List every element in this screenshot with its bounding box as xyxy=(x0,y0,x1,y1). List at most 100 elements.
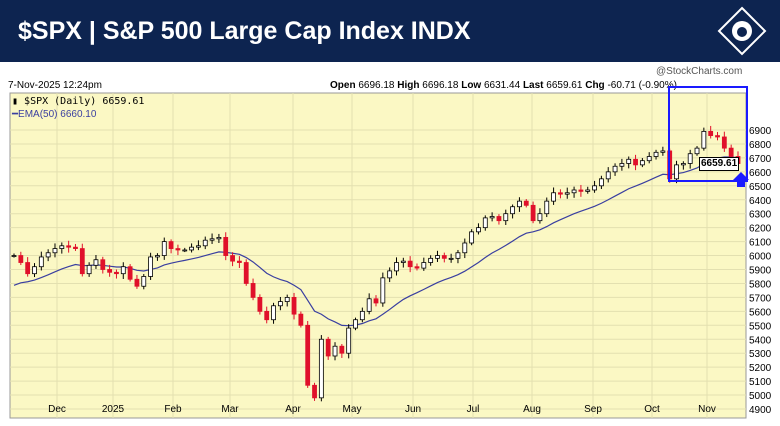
candle xyxy=(503,213,509,222)
candle xyxy=(353,319,358,329)
candle xyxy=(107,269,113,273)
candle xyxy=(394,262,399,272)
ohlc-readout: Open 6696.18 High 6696.18 Low 6631.44 La… xyxy=(330,80,677,92)
candle xyxy=(257,296,263,312)
candle xyxy=(598,178,604,187)
last-price-label: 6659.61 xyxy=(699,157,740,171)
x-tick-label: Sep xyxy=(584,404,602,415)
chg-label: Chg xyxy=(585,80,605,91)
candle xyxy=(605,171,611,180)
y-tick-label: 6400 xyxy=(749,196,772,207)
candle xyxy=(721,136,727,149)
y-tick-label: 5600 xyxy=(749,307,772,318)
candle xyxy=(366,298,372,312)
candle xyxy=(428,257,434,263)
candle xyxy=(18,255,24,263)
candle xyxy=(558,192,563,195)
highlight-box xyxy=(668,86,748,182)
candle xyxy=(585,189,591,192)
candle xyxy=(421,262,427,269)
legend-series: ▮ $SPX (Daily) 6659.61 xyxy=(12,96,145,107)
candle xyxy=(359,310,365,321)
candle xyxy=(517,200,522,208)
high-value: 6696.18 xyxy=(422,80,459,91)
candle xyxy=(32,266,37,275)
candle xyxy=(387,270,393,279)
candle xyxy=(544,200,550,215)
candle xyxy=(639,160,645,166)
ema-line xyxy=(13,156,739,327)
x-tick-label: Apr xyxy=(285,404,301,415)
chg-value: -60.71 (-0.90%) xyxy=(607,80,677,91)
candle xyxy=(216,237,222,240)
candle xyxy=(476,227,481,233)
candle xyxy=(134,278,140,287)
x-tick-label: Aug xyxy=(523,404,541,415)
candle xyxy=(564,192,570,195)
y-tick-label: 5100 xyxy=(749,377,772,388)
candle xyxy=(230,255,235,262)
candle xyxy=(482,217,488,229)
candle xyxy=(11,255,17,257)
candle xyxy=(687,153,693,164)
candle xyxy=(455,252,461,259)
candle xyxy=(489,216,495,219)
candle xyxy=(209,238,215,241)
candle xyxy=(168,241,174,249)
candle xyxy=(284,296,290,302)
candle xyxy=(264,310,270,321)
candle xyxy=(236,260,242,263)
candle xyxy=(59,245,65,249)
candle xyxy=(312,384,317,399)
candle xyxy=(52,248,58,254)
candle xyxy=(182,249,188,252)
y-tick-label: 6900 xyxy=(749,126,772,137)
candle xyxy=(202,239,208,247)
open-value: 6696.18 xyxy=(358,80,395,91)
open-label: Open xyxy=(330,80,356,91)
legend-ema-text: EMA(50) 6660.10 xyxy=(18,109,97,120)
candle xyxy=(332,345,338,357)
y-tick-label: 5900 xyxy=(749,266,772,277)
candle xyxy=(325,338,331,357)
high-label: High xyxy=(397,80,420,91)
y-tick-label: 6800 xyxy=(749,140,772,151)
x-tick-label: May xyxy=(343,404,362,415)
candle xyxy=(551,192,556,202)
candle xyxy=(305,324,311,386)
x-tick-label: Mar xyxy=(221,404,239,415)
candle xyxy=(86,264,92,275)
candle xyxy=(66,245,72,248)
candle xyxy=(38,256,44,268)
candle xyxy=(346,327,352,354)
candle xyxy=(243,262,249,284)
candle xyxy=(271,305,276,321)
y-tick-label: 5800 xyxy=(749,279,772,290)
last-label: Last xyxy=(522,80,544,91)
y-tick-label: 5300 xyxy=(749,349,772,360)
candle xyxy=(298,313,304,326)
candle xyxy=(523,200,529,206)
y-tick-label: 6000 xyxy=(749,252,772,263)
candle xyxy=(592,185,597,191)
candle xyxy=(100,259,106,270)
candle xyxy=(496,216,502,222)
candle xyxy=(660,150,666,153)
x-tick-label: 2025 xyxy=(102,404,125,415)
candle xyxy=(339,345,345,354)
candle xyxy=(728,147,734,157)
x-tick-label: Dec xyxy=(48,404,66,415)
candle xyxy=(161,241,167,256)
x-tick-label: Jul xyxy=(467,404,480,415)
candle xyxy=(318,338,324,399)
y-tick-label: 6700 xyxy=(749,154,772,165)
candle xyxy=(189,246,194,251)
candle xyxy=(653,151,659,157)
candle xyxy=(612,165,618,173)
candle xyxy=(79,248,85,275)
x-tick-label: Jun xyxy=(405,404,421,415)
x-tick-label: Nov xyxy=(698,404,716,415)
candle xyxy=(291,296,297,315)
candle xyxy=(448,257,454,260)
